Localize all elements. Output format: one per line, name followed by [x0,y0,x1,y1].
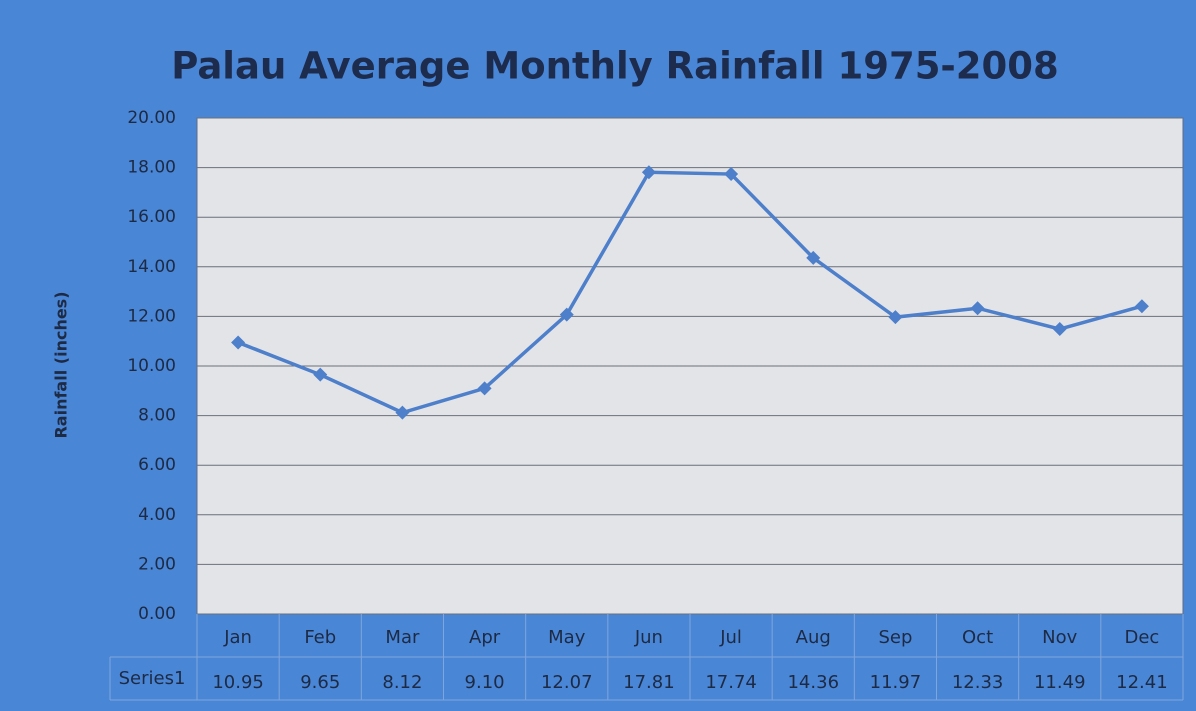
y-tick-label: 16.00 [127,207,176,227]
data-point [477,381,492,396]
y-axis-label: Rainfall (inches) [52,291,71,438]
table-value: 17.74 [705,672,757,693]
x-tick-label: Mar [385,627,420,648]
table-series-name: Series1 [119,668,186,689]
data-point [724,167,739,182]
data-point [970,301,985,316]
x-tick-label: Dec [1124,627,1159,648]
y-tick-label: 8.00 [138,406,176,426]
table-value: 11.97 [870,672,922,693]
y-tick-label: 12.00 [127,306,176,326]
x-tick-label: Jan [223,627,252,648]
table-value: 12.41 [1116,672,1168,693]
chart-title: Palau Average Monthly Rainfall 1975-2008 [171,45,1059,88]
y-tick-label: 14.00 [127,257,176,277]
data-point [231,335,246,350]
y-tick-label: 20.00 [127,108,176,128]
y-tick-label: 2.00 [138,554,176,574]
y-tick-label: 18.00 [127,158,176,178]
data-point [559,307,574,322]
x-tick-label: Jul [719,627,742,648]
y-tick-label: 0.00 [138,604,176,624]
data-point [313,367,328,382]
table-value: 12.07 [541,672,593,693]
table-value: 12.33 [952,672,1004,693]
table-value: 9.65 [300,672,340,693]
data-point [888,310,903,325]
data-point [1134,299,1149,314]
series-line [237,170,1143,415]
table-value: 17.81 [623,672,675,693]
data-point [1052,322,1067,337]
y-tick-label: 10.00 [127,356,176,376]
x-tick-label: May [548,627,586,648]
x-tick-label: Sep [878,627,912,648]
table-value: 11.49 [1034,672,1086,693]
x-tick-label: Jun [634,627,663,648]
y-tick-label: 4.00 [138,505,176,525]
data-point [806,250,821,265]
data-point [641,165,656,180]
x-tick-label: Apr [469,627,501,648]
table-value: 9.10 [465,672,505,693]
table-value: 10.95 [212,672,264,693]
x-tick-label: Oct [962,627,993,648]
x-tick-label: Feb [304,627,336,648]
table-value: 14.36 [787,672,839,693]
x-tick-label: Nov [1042,627,1077,648]
x-tick-label: Aug [796,627,831,648]
y-tick-label: 6.00 [138,455,176,475]
table-value: 8.12 [382,672,422,693]
data-point [395,405,410,420]
